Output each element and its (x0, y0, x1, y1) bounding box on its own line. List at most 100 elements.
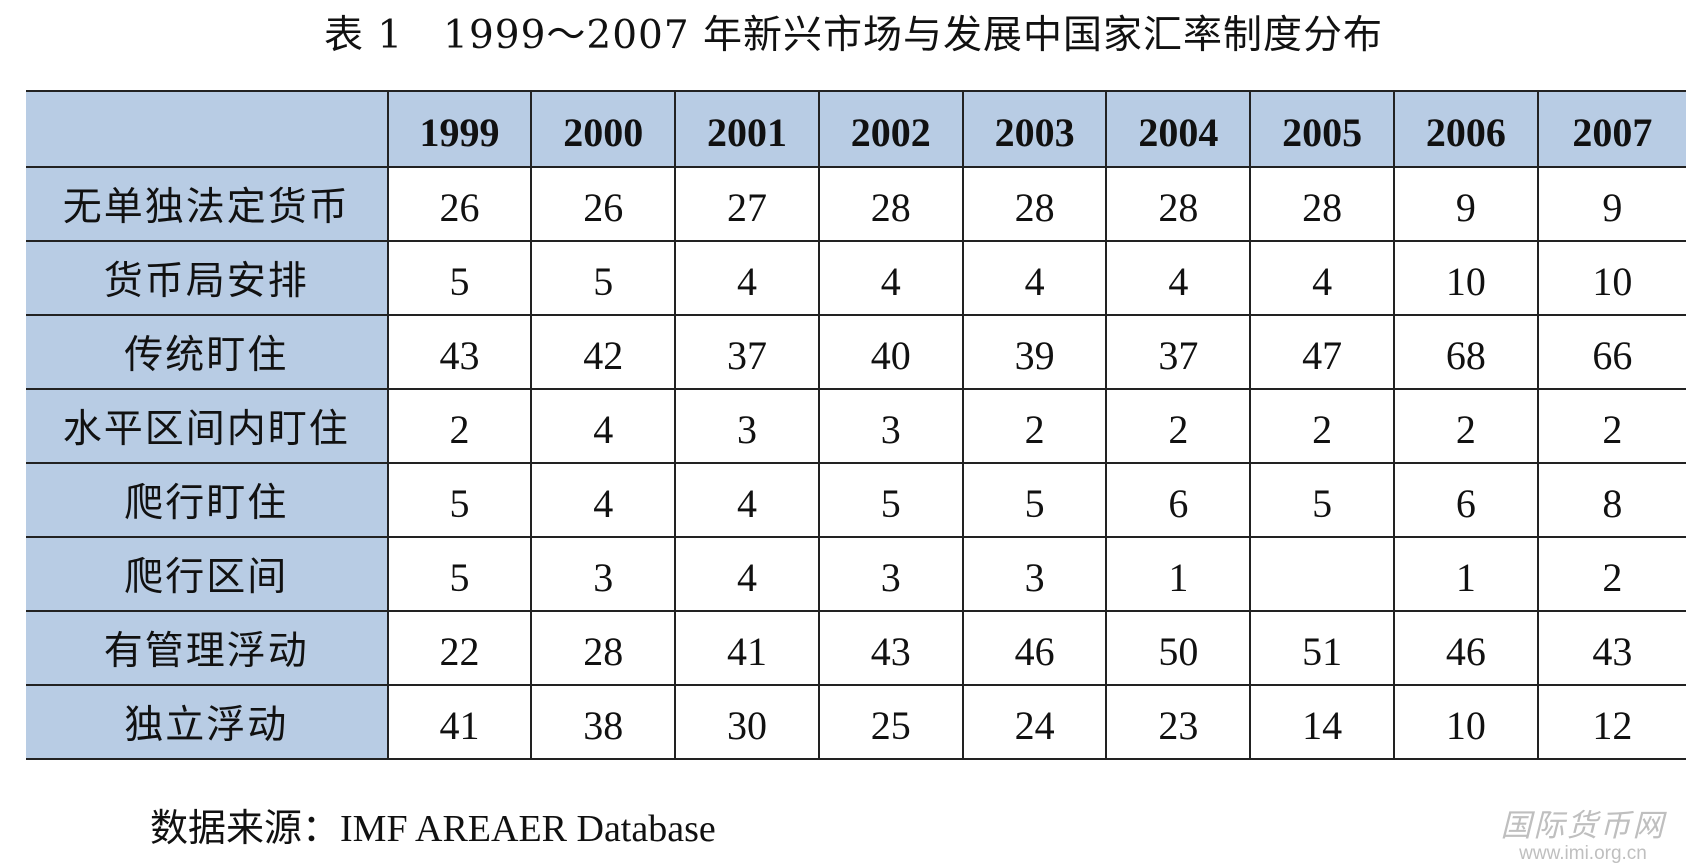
table-cell: 28 (1105, 166, 1252, 242)
table-row: 独立浮动 41 38 30 25 24 23 14 10 12 (26, 684, 1686, 760)
table-cell: 6 (1105, 462, 1252, 538)
table-cell: 2 (1536, 536, 1686, 612)
table-cell: 2 (386, 388, 533, 464)
table-cell: 26 (530, 166, 677, 242)
table-cell: 10 (1536, 240, 1686, 316)
table-cell: 66 (1536, 314, 1686, 390)
table-cell: 43 (386, 314, 533, 390)
year-header: 2007 (1536, 90, 1686, 168)
table-cell: 24 (961, 684, 1108, 760)
watermark-name: 国际货币网 (1500, 808, 1666, 844)
row-label: 无单独法定货币 (26, 166, 389, 242)
table-cell: 22 (386, 610, 533, 686)
table-cell: 9 (1392, 166, 1539, 242)
table-cell: 5 (817, 462, 964, 538)
table-cell: 5 (1249, 462, 1395, 538)
table-cell: 5 (386, 462, 533, 538)
year-header: 2001 (674, 90, 820, 168)
table-cell: 2 (1392, 388, 1539, 464)
exchange-regime-table: 1999 2000 2001 2002 2003 2004 2005 2006 … (26, 90, 1686, 760)
table-cell: 1 (1105, 536, 1252, 612)
table-cell: 51 (1249, 610, 1395, 686)
table-row: 水平区间内盯住 2 4 3 3 2 2 2 2 2 (26, 388, 1686, 464)
year-header: 2004 (1105, 90, 1252, 168)
table-cell: 4 (674, 240, 820, 316)
table-cell: 46 (961, 610, 1108, 686)
table-cell: 4 (674, 462, 820, 538)
year-header: 1999 (386, 90, 533, 168)
row-label: 有管理浮动 (26, 610, 389, 686)
table-cell: 28 (1249, 166, 1395, 242)
table-cell: 41 (386, 684, 533, 760)
table-cell: 38 (530, 684, 677, 760)
table-cell: 9 (1536, 166, 1686, 242)
table-row: 传统盯住 43 42 37 40 39 37 47 68 66 (26, 314, 1686, 390)
table-cell: 30 (674, 684, 820, 760)
table-cell: 2 (1105, 388, 1252, 464)
table-cell: 23 (1105, 684, 1252, 760)
table-cell: 27 (674, 166, 820, 242)
table-row: 货币局安排 5 5 4 4 4 4 4 10 10 (26, 240, 1686, 316)
table-cell: 4 (1105, 240, 1252, 316)
table-cell: 14 (1249, 684, 1395, 760)
table-cell: 2 (1249, 388, 1395, 464)
table-cell: 4 (961, 240, 1108, 316)
table-row: 无单独法定货币 26 26 27 28 28 28 28 9 9 (26, 166, 1686, 242)
table-cell: 39 (961, 314, 1108, 390)
table-cell: 5 (530, 240, 677, 316)
corner-cell (26, 90, 389, 168)
table-cell: 28 (530, 610, 677, 686)
table-cell: 47 (1249, 314, 1395, 390)
table-cell: 5 (961, 462, 1108, 538)
table-title: 表 1 1999～2007 年新兴市场与发展中国家汇率制度分布 (323, 13, 1384, 58)
table-cell: 3 (674, 388, 820, 464)
table-cell: 1 (1392, 536, 1539, 612)
table-cell: 4 (817, 240, 964, 316)
table-cell: 6 (1392, 462, 1539, 538)
year-header: 2005 (1249, 90, 1395, 168)
row-label: 传统盯住 (26, 314, 389, 390)
table-cell: 4 (1249, 240, 1395, 316)
year-header: 2000 (530, 90, 677, 168)
table-cell: 26 (386, 166, 533, 242)
table-cell: 5 (386, 536, 533, 612)
row-label: 爬行盯住 (26, 462, 389, 538)
table-row: 爬行区间 5 3 4 3 3 1 1 2 (26, 536, 1686, 612)
table-cell: 37 (674, 314, 820, 390)
table-cell: 2 (1536, 388, 1686, 464)
table-cell: 4 (530, 462, 677, 538)
table-cell: 10 (1392, 684, 1539, 760)
watermark-logo: 国际货币网 www.imi.org.cn (1483, 808, 1683, 864)
table-cell: 40 (817, 314, 964, 390)
year-header: 2003 (961, 90, 1108, 168)
year-header: 2002 (817, 90, 964, 168)
table-cell: 3 (817, 388, 964, 464)
row-label: 水平区间内盯住 (26, 388, 389, 464)
row-label: 独立浮动 (26, 684, 389, 760)
table-cell: 43 (817, 610, 964, 686)
table-cell: 10 (1392, 240, 1539, 316)
table-row: 有管理浮动 22 28 41 43 46 50 51 46 43 (26, 610, 1686, 686)
table-cell: 8 (1536, 462, 1686, 538)
table-cell: 2 (961, 388, 1108, 464)
year-header: 2006 (1392, 90, 1539, 168)
table-cell: 3 (817, 536, 964, 612)
table-cell: 43 (1536, 610, 1686, 686)
table-cell: 37 (1105, 314, 1252, 390)
table-cell: 5 (386, 240, 533, 316)
table-cell (1249, 536, 1395, 612)
table-cell: 4 (674, 536, 820, 612)
table-cell: 42 (530, 314, 677, 390)
table-cell: 28 (961, 166, 1108, 242)
table-cell: 12 (1536, 684, 1686, 760)
table-cell: 4 (530, 388, 677, 464)
table-cell: 41 (674, 610, 820, 686)
table-row: 爬行盯住 5 4 4 5 5 6 5 6 8 (26, 462, 1686, 538)
header-row: 1999 2000 2001 2002 2003 2004 2005 2006 … (26, 90, 1686, 168)
data-source-note: 数据来源：IMF AREAER Database (150, 800, 716, 857)
source-text: IMF AREAER Database (340, 808, 716, 850)
table-cell: 3 (961, 536, 1108, 612)
table-cell: 28 (817, 166, 964, 242)
row-label: 货币局安排 (26, 240, 389, 316)
source-label: 数据来源： (150, 806, 341, 850)
